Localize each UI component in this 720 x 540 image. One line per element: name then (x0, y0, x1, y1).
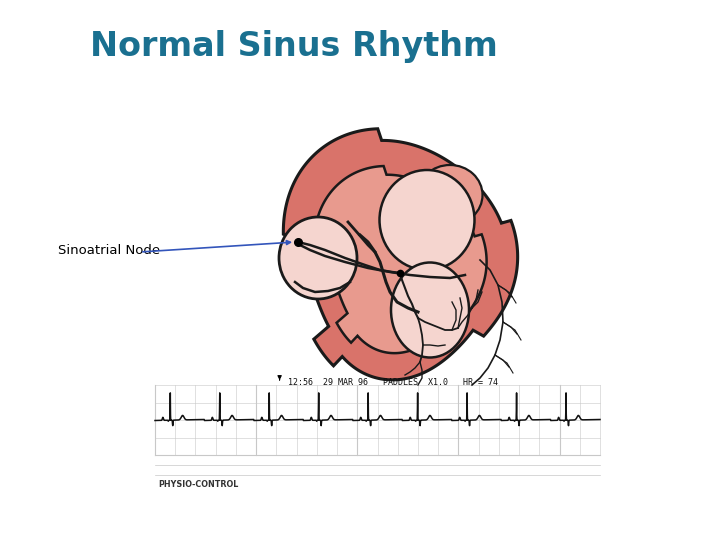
Polygon shape (284, 129, 518, 380)
Ellipse shape (391, 262, 469, 357)
Text: PHYSIO-CONTROL: PHYSIO-CONTROL (158, 480, 238, 489)
Text: 12:56  29 MAR 96   PADDLES  X1.0   HR = 74: 12:56 29 MAR 96 PADDLES X1.0 HR = 74 (287, 378, 498, 387)
Text: Sinoatrial Node: Sinoatrial Node (58, 244, 160, 256)
Bar (155, 385, 600, 455)
Polygon shape (314, 166, 487, 353)
Text: Normal Sinus Rhythm: Normal Sinus Rhythm (90, 30, 498, 63)
Ellipse shape (379, 170, 474, 270)
Ellipse shape (418, 165, 482, 225)
Ellipse shape (279, 217, 357, 299)
